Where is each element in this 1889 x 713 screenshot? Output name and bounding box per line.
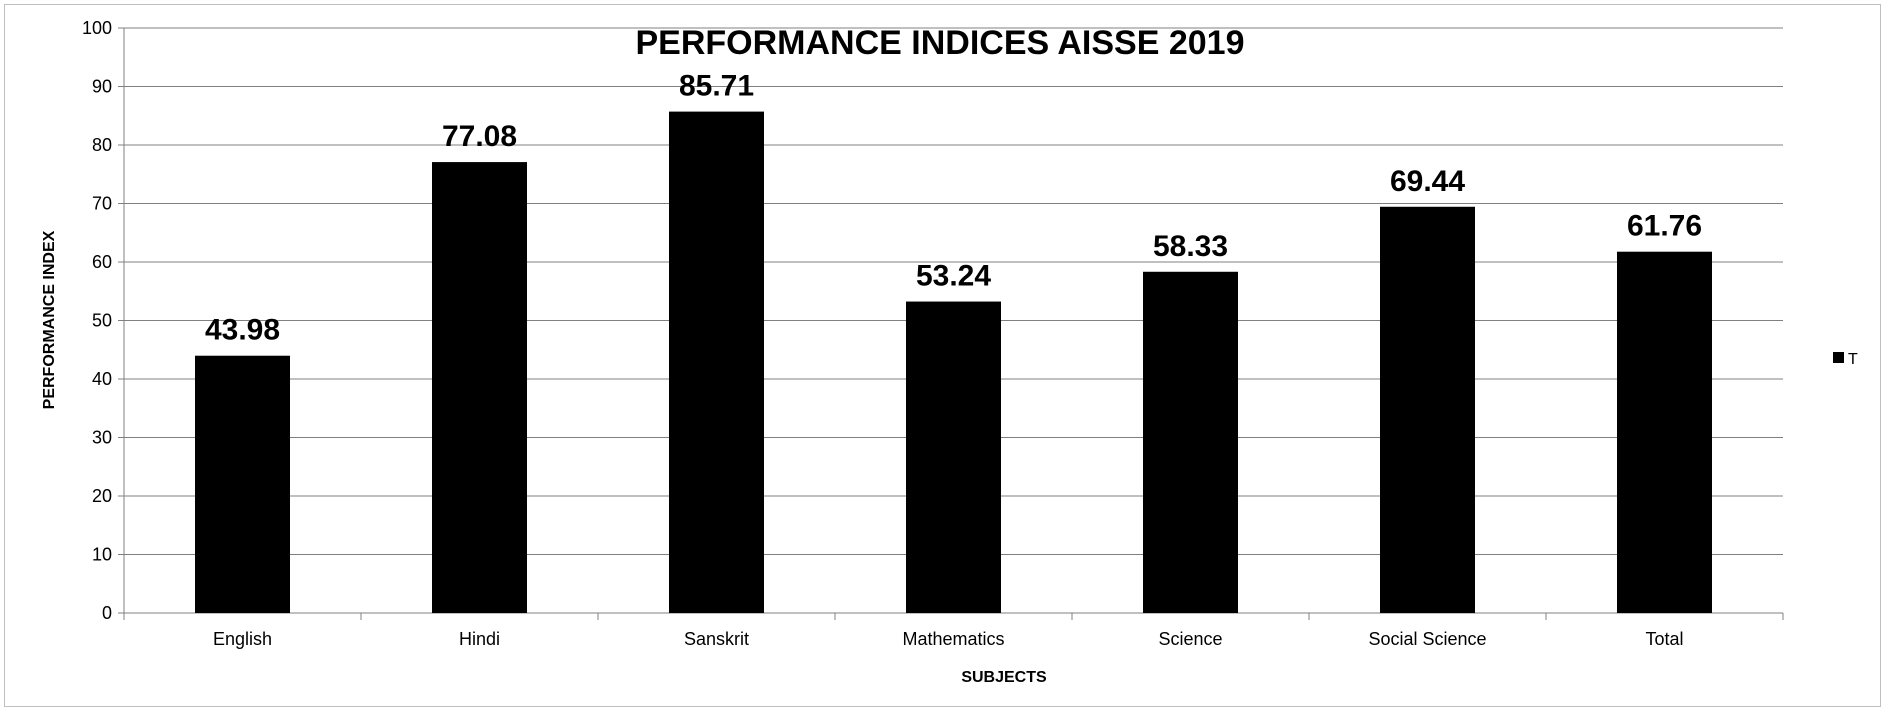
y-tick-label: 70: [92, 194, 112, 214]
data-label: 43.98: [205, 314, 280, 347]
x-tick-label: English: [213, 629, 272, 649]
y-tick-label: 40: [92, 369, 112, 389]
y-tick-label: 80: [92, 135, 112, 155]
y-tick-label: 0: [102, 603, 112, 623]
data-label: 58.33: [1153, 230, 1228, 263]
x-axis-title: SUBJECTS: [961, 669, 1047, 686]
chart-title: PERFORMANCE INDICES AISSE 2019: [636, 24, 1245, 62]
data-label: 53.24: [916, 260, 991, 293]
x-tick-label: Social Science: [1368, 629, 1486, 649]
y-axis-ticks: 0 10 20 30 40 50 60 70 80 90 100: [82, 18, 124, 623]
data-label: 61.76: [1627, 210, 1702, 243]
y-axis-title: PERFORMANCE INDEX: [41, 230, 58, 409]
y-tick-label: 20: [92, 486, 112, 506]
y-tick-label: 30: [92, 428, 112, 448]
data-label: 85.71: [679, 70, 754, 103]
bar: [432, 162, 527, 613]
x-axis-ticks: English Hindi Sanskrit Mathematics Science So…: [123, 613, 1784, 649]
legend-swatch: [1833, 352, 1844, 363]
bar: [1617, 251, 1712, 614]
y-tick-label: 90: [92, 77, 112, 97]
x-tick-label: Science: [1158, 629, 1222, 649]
y-tick-label: 10: [92, 545, 112, 565]
y-tick-label: 50: [92, 311, 112, 331]
bar: [195, 355, 290, 613]
legend-label: T: [1848, 351, 1858, 368]
data-label: 77.08: [442, 120, 517, 153]
bar: [669, 111, 764, 613]
data-labels: 43.98 77.08 85.71 53.24 58.33 69.44 61.76: [205, 70, 1702, 347]
x-tick-label: Total: [1645, 629, 1683, 649]
bar: [1380, 206, 1475, 613]
gridlines: [123, 27, 1783, 614]
data-label: 69.44: [1390, 165, 1465, 198]
bars: [195, 111, 1712, 614]
bar: [1143, 271, 1238, 613]
y-tick-label: 100: [82, 18, 112, 38]
legend: T: [1833, 351, 1858, 368]
x-tick-label: Mathematics: [902, 629, 1004, 649]
x-tick-label: Hindi: [459, 629, 500, 649]
y-tick-label: 60: [92, 252, 112, 272]
x-tick-label: Sanskrit: [684, 629, 749, 649]
bar: [906, 301, 1001, 613]
